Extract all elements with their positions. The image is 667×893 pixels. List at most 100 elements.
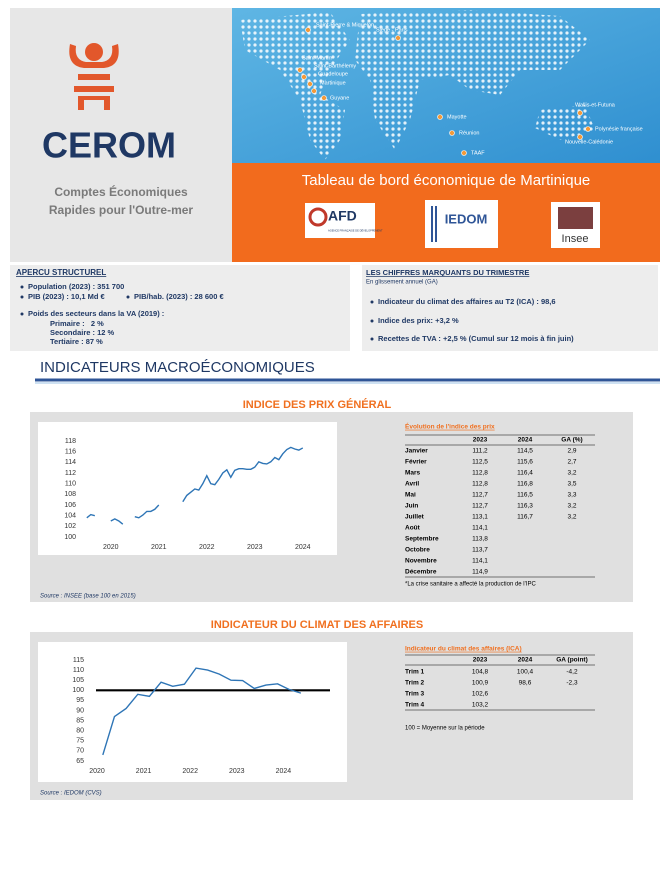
y-tick-label: 85 bbox=[76, 717, 84, 724]
table-header: 2024 bbox=[518, 657, 533, 664]
sector: Primaire : 2 % bbox=[50, 319, 104, 328]
sector: Tertiaire : 87 % bbox=[50, 337, 103, 346]
map-label: Nouvelle-Calédonie bbox=[565, 139, 613, 145]
y-tick-label: 110 bbox=[73, 667, 84, 674]
table-cell: 113,8 bbox=[472, 536, 488, 543]
row-label: Mai bbox=[405, 492, 416, 499]
line-series bbox=[102, 667, 302, 756]
iedom-logo bbox=[425, 200, 498, 248]
table-cell: 98,6 bbox=[519, 680, 532, 687]
table-header: 2024 bbox=[518, 437, 533, 444]
map-label: Polynésie française bbox=[595, 126, 643, 132]
table-cell: 100,9 bbox=[472, 680, 489, 687]
y-tick-label: 118 bbox=[65, 438, 76, 445]
map-label: Siège - Paris bbox=[376, 27, 408, 33]
table-cell: 112,7 bbox=[472, 492, 488, 499]
subtitle: Rapides pour l'Outre-mer bbox=[49, 203, 194, 217]
x-tick-label: 2024 bbox=[295, 544, 311, 551]
row-label: Septembre bbox=[405, 536, 439, 543]
y-tick-label: 115 bbox=[73, 657, 84, 664]
section-title: INDICATEURS MACROÉCONOMIQUES bbox=[40, 359, 315, 376]
row-label: Trim 1 bbox=[405, 669, 425, 676]
table-header: 2023 bbox=[473, 437, 488, 444]
y-tick-label: 80 bbox=[76, 728, 84, 735]
x-tick-label: 2023 bbox=[247, 544, 263, 551]
row-label: Trim 4 bbox=[405, 702, 425, 709]
chiffres-item: Indice des prix: +3,2 % bbox=[378, 316, 459, 325]
map-label: Martinique bbox=[320, 80, 346, 86]
y-tick-label: 70 bbox=[76, 748, 84, 755]
map-label: Wallis-et-Futuna bbox=[575, 102, 616, 108]
table-cell: 116,5 bbox=[517, 492, 533, 499]
territory-dots bbox=[297, 27, 591, 156]
y-tick-label: 108 bbox=[64, 491, 76, 498]
y-tick-label: 105 bbox=[72, 677, 84, 684]
table-note: *La crise sanitaire a affecté la product… bbox=[405, 582, 536, 588]
banner-title: Tableau de bord économique de Martinique bbox=[302, 172, 591, 189]
row-label: Janvier bbox=[405, 448, 428, 455]
table-title: Indicateur du climat des affaires (ICA) bbox=[405, 646, 522, 653]
table-cell: 113,7 bbox=[472, 547, 488, 554]
table-cell: 116,4 bbox=[517, 470, 533, 477]
map-label: Mayotte bbox=[447, 114, 467, 120]
row-label: Avril bbox=[405, 481, 419, 488]
row-label: Mars bbox=[405, 470, 421, 477]
table-cell: 112,8 bbox=[472, 470, 488, 477]
chart-title: INDICE DES PRIX GÉNÉRAL bbox=[243, 398, 392, 411]
table-header: GA (%) bbox=[561, 437, 582, 444]
table-cell: 112,7 bbox=[472, 503, 488, 510]
table-cell: 116,3 bbox=[517, 503, 533, 510]
logo-figure bbox=[69, 43, 119, 110]
afd-subtext: AGENCE FRANÇAISE DE DÉVELOPPEMENT bbox=[328, 228, 383, 233]
x-tick-label: 2022 bbox=[199, 544, 215, 551]
y-tick-label: 65 bbox=[76, 758, 84, 765]
row-label: Trim 3 bbox=[405, 691, 425, 698]
table-cell: 116,8 bbox=[517, 481, 533, 488]
map-label: Guadeloupe bbox=[318, 71, 348, 77]
insee-icon bbox=[558, 207, 593, 229]
table-cell: 3,2 bbox=[567, 514, 576, 521]
row-label: Décembre bbox=[405, 569, 437, 576]
table-cell: 112,5 bbox=[472, 459, 488, 466]
chiffres-item: Indicateur du climat des affaires au T2 … bbox=[378, 297, 556, 306]
table-cell: 116,7 bbox=[517, 514, 533, 521]
y-tick-label: 110 bbox=[65, 481, 76, 488]
table-cell: 2,7 bbox=[567, 459, 576, 466]
table-cell: 114,1 bbox=[472, 558, 488, 565]
y-tick-label: 106 bbox=[64, 502, 76, 509]
bullets bbox=[20, 285, 374, 341]
y-tick-label: 114 bbox=[65, 459, 76, 466]
map-label: Guyane bbox=[330, 95, 349, 101]
table-cell: 115,6 bbox=[517, 459, 533, 466]
chiffres-box bbox=[362, 265, 658, 351]
x-tick-label: 2021 bbox=[151, 544, 167, 551]
table-cell: 3,5 bbox=[567, 481, 576, 488]
chart-area bbox=[38, 422, 337, 555]
table-cell: 3,3 bbox=[567, 492, 576, 499]
table-cell: 114,5 bbox=[517, 448, 533, 455]
table-cell: -2,3 bbox=[566, 680, 578, 687]
y-tick-label: 104 bbox=[64, 513, 76, 520]
chiffres-title: LES CHIFFRES MARQUANTS DU TRIMESTRE bbox=[366, 268, 529, 277]
table-note: 100 = Moyenne sur la période bbox=[405, 726, 485, 732]
sector: Secondaire : 12 % bbox=[50, 328, 115, 337]
chart-title: INDICATEUR DU CLIMAT DES AFFAIRES bbox=[211, 619, 423, 631]
logo-panel bbox=[10, 8, 232, 262]
x-tick-label: 2022 bbox=[182, 768, 198, 775]
table-cell: 102,6 bbox=[472, 691, 489, 698]
row-label: Février bbox=[405, 459, 427, 466]
table-cell: 114,9 bbox=[472, 569, 488, 576]
apercu-title: APERCU STRUCTUREL bbox=[16, 268, 106, 277]
x-tick-label: 2024 bbox=[276, 768, 292, 775]
map-label: Saint-Martin bbox=[302, 55, 332, 61]
map-label: TAAF bbox=[471, 150, 485, 156]
y-tick-label: 95 bbox=[76, 697, 84, 704]
y-tick-label: 100 bbox=[72, 687, 84, 694]
table-cell: 104,8 bbox=[472, 669, 489, 676]
line-series bbox=[86, 446, 304, 525]
iedom-icon bbox=[431, 206, 437, 242]
y-tick-label: 90 bbox=[76, 707, 84, 714]
apercu-item: PIB (2023) : 10,1 Md € bbox=[28, 292, 106, 301]
table-cell: 114,1 bbox=[472, 525, 488, 532]
subtitle: Comptes Économiques bbox=[54, 184, 188, 199]
